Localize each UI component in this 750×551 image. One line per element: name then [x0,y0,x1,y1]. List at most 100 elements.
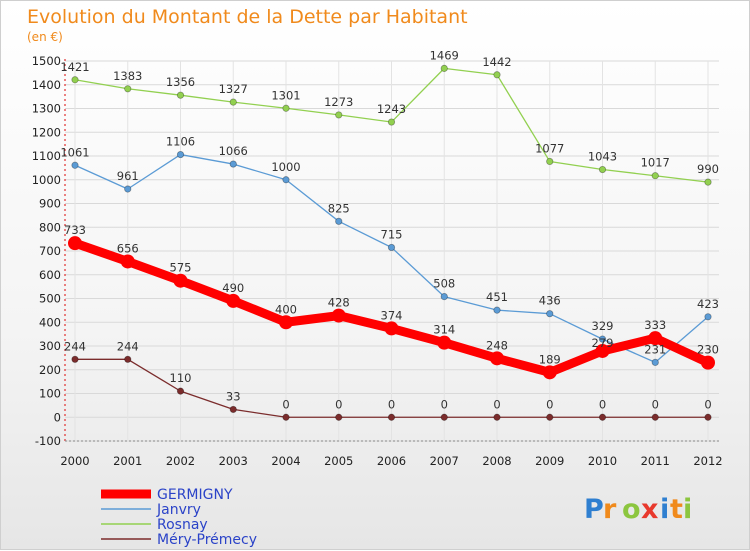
data-point [648,331,663,346]
legend-label: Janvry [156,502,201,518]
data-point [335,413,343,421]
data-point [387,243,396,252]
data-point [440,64,448,72]
data-point [598,165,607,174]
x-tick-label: 2001 [113,454,142,468]
data-point [387,413,396,421]
y-tick-label: 1100 [32,149,61,163]
data-label: 490 [222,281,244,295]
data-label: 1077 [535,141,564,155]
data-label: 1066 [219,144,248,158]
x-tick-label: 2008 [482,454,511,468]
data-point [335,217,343,225]
data-label: 1106 [166,135,195,149]
data-label: 279 [592,336,614,350]
data-label: 1383 [113,69,142,83]
axes: -100010020030040050060070080090010001100… [32,54,723,468]
data-label: 1442 [482,55,511,69]
y-tick-label: 900 [39,197,61,211]
logo-letter: t [670,494,683,525]
y-tick-label: 1500 [32,54,61,68]
y-tick-label: 300 [39,339,61,353]
y-tick-label: 700 [39,244,61,258]
data-label: 508 [433,277,455,291]
data-label: 231 [644,342,666,356]
logo-letter: o [622,494,641,525]
data-point [176,387,185,395]
y-tick-label: 200 [39,363,61,377]
data-label: 1421 [60,60,89,74]
x-tick-label: 2005 [324,454,353,468]
data-label: 0 [546,397,553,411]
logo-letter: i [660,494,669,525]
logo-letter: x [641,494,658,525]
data-label: 1301 [271,88,300,102]
data-label: 961 [117,169,139,183]
y-tick-label: 1300 [32,102,61,116]
data-label: 436 [539,294,561,308]
y-tick-label: 0 [54,410,61,424]
data-point [651,413,659,421]
legend-label: Méry-Prémecy [157,532,257,548]
y-tick-label: 600 [39,268,61,282]
data-point [595,343,610,358]
data-point [335,111,343,119]
x-tick-label: 2006 [377,454,406,468]
data-point [651,358,659,366]
data-point [704,178,712,186]
logo-letter: P [584,494,604,525]
chart-title: Evolution du Montant de la Dette par Hab… [27,6,468,28]
data-label: 1000 [271,160,300,174]
data-point [229,98,237,106]
y-tick-label: 1200 [32,125,61,139]
data-point [282,413,290,421]
y-tick-label: 500 [39,292,61,306]
x-tick-label: 2000 [60,454,89,468]
data-point [229,160,237,168]
data-label: 400 [275,302,297,316]
data-point [71,76,79,84]
data-point [173,273,188,288]
x-tick-label: 2012 [693,454,722,468]
data-label: 329 [592,319,614,333]
data-label: 0 [388,397,395,411]
data-label: 1469 [430,48,459,62]
data-label: 1273 [324,95,353,109]
data-label: 0 [652,397,659,411]
data-point [279,315,293,330]
data-label: 656 [117,241,139,255]
data-labels: 733 656 575 490 400 428 374 314 248 189 333 230 1061… [60,48,719,411]
data-point [546,157,554,166]
data-point [598,413,607,421]
data-label: 244 [117,339,139,353]
data-label: 0 [335,397,342,411]
data-point [493,306,501,314]
data-label: 428 [328,296,350,310]
data-point [226,293,241,308]
data-label: 1061 [60,145,89,159]
data-point [124,355,132,363]
y-tick-label: 1400 [32,78,61,92]
data-point [124,85,132,93]
data-point [282,104,290,112]
y-tick-label: 800 [39,220,61,234]
data-point [120,254,135,269]
logo-letter: r [603,494,617,525]
data-label: 451 [486,290,508,304]
data-label: 715 [381,227,403,241]
data-label: 0 [441,397,448,411]
data-point [387,118,396,126]
data-label: 733 [64,223,86,237]
data-label: 189 [539,352,561,366]
data-point [651,172,659,180]
data-label: 1327 [219,82,248,96]
data-point [384,321,399,336]
data-point [490,351,504,366]
data-point [704,413,712,421]
series-layer [68,64,715,421]
data-label: 1043 [588,150,617,164]
data-point [71,161,79,169]
